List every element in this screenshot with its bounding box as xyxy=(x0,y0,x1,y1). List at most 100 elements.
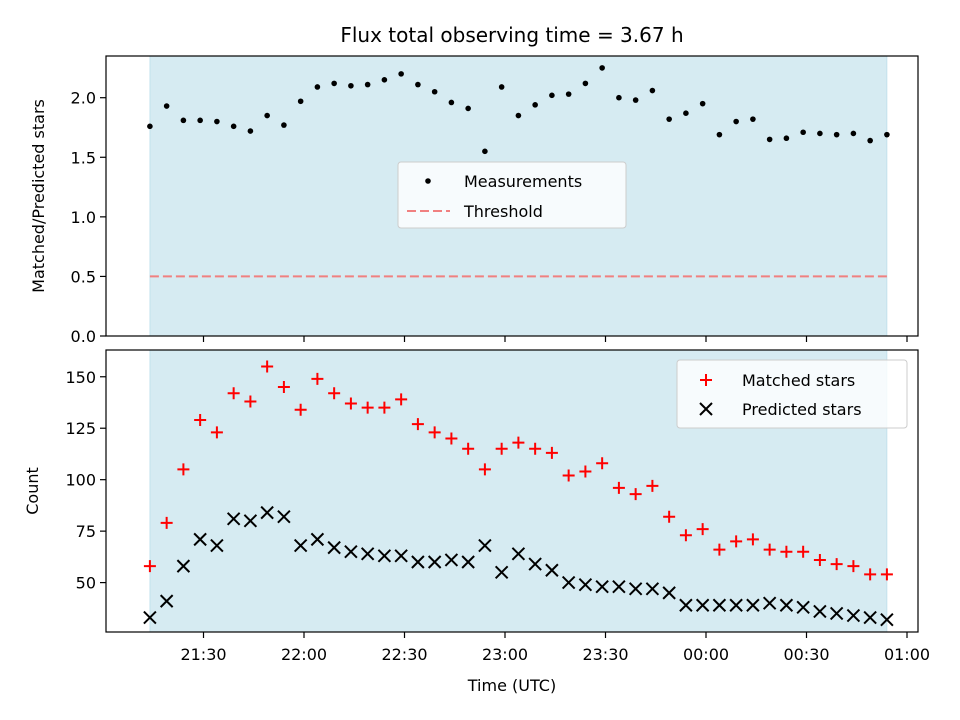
measurement-point xyxy=(431,88,438,95)
measurement-point xyxy=(565,91,572,97)
x-tick-label: 22:00 xyxy=(281,645,327,664)
matched-star-point xyxy=(746,533,759,546)
matched-star-point xyxy=(344,397,357,410)
predicted-star-point xyxy=(712,598,727,612)
matched-star-point xyxy=(663,510,676,523)
matched-star-point xyxy=(830,558,843,571)
count-legend: Matched stars Predicted stars xyxy=(676,359,908,429)
y-tick-label: 100 xyxy=(65,471,96,490)
measurement-point xyxy=(766,136,773,143)
predicted-star-point xyxy=(377,549,392,563)
measurement-point xyxy=(632,97,639,103)
measurement-point xyxy=(364,81,371,88)
measurement-point xyxy=(733,118,739,125)
predicted-star-point xyxy=(545,563,559,577)
predicted-star-point xyxy=(645,582,660,596)
count-y-label: Count xyxy=(23,467,42,515)
matched-star-point xyxy=(261,360,274,373)
measurement-point xyxy=(850,130,857,137)
measurement-point xyxy=(214,118,220,125)
matched-star-point xyxy=(428,426,441,439)
predicted-star-point xyxy=(260,505,274,520)
predicted-star-point xyxy=(561,575,576,590)
ratio-y-ticks: 0.0 0.5 1.0 1.5 2.0 xyxy=(71,89,106,346)
measurement-point xyxy=(147,123,153,130)
ratio-legend: Measurements Threshold xyxy=(397,161,627,229)
predicted-star-point xyxy=(159,594,174,608)
matched-star-point xyxy=(629,488,642,501)
matched-star-point xyxy=(294,403,307,416)
y-tick-label: 1.5 xyxy=(71,148,96,167)
matched-star-point xyxy=(545,446,558,459)
matched-star-point xyxy=(696,523,709,536)
predicted-star-point xyxy=(327,540,341,555)
predicted-star-point xyxy=(461,555,475,569)
matched-star-point xyxy=(529,442,542,455)
predicted-star-point xyxy=(796,600,810,615)
matched-star-point xyxy=(864,568,877,581)
predicted-star-point xyxy=(662,586,676,600)
legend-matched-marker xyxy=(700,374,712,386)
predicted-star-point xyxy=(494,565,509,580)
predicted-star-point xyxy=(528,557,542,571)
predicted-star-point xyxy=(595,580,609,594)
legend-matched-label: Matched stars xyxy=(742,371,855,390)
predicted-star-point xyxy=(762,596,777,610)
y-tick-label: 50 xyxy=(76,574,96,593)
predicted-stars-series xyxy=(143,505,894,627)
measurement-point xyxy=(582,80,589,87)
predicted-star-point xyxy=(394,549,408,563)
matched-star-point xyxy=(194,413,207,426)
matched-star-point xyxy=(512,436,525,449)
measurement-point xyxy=(783,135,790,142)
matched-star-point xyxy=(562,469,575,482)
x-tick-label: 00:00 xyxy=(683,645,729,664)
ratio-plot-frame xyxy=(105,55,919,337)
measurement-point xyxy=(599,65,605,71)
measurement-point xyxy=(532,102,538,108)
ratio-x-ticks xyxy=(202,336,908,342)
y-tick-label: 125 xyxy=(65,419,96,438)
measurement-point xyxy=(716,131,723,138)
y-tick-label: 150 xyxy=(65,368,96,387)
predicted-star-point xyxy=(277,510,291,524)
matched-star-point xyxy=(227,387,240,400)
predicted-star-point xyxy=(210,538,224,553)
matched-star-point xyxy=(495,442,508,455)
measurement-point xyxy=(884,131,890,138)
predicted-star-point xyxy=(746,598,760,612)
matched-star-point xyxy=(177,463,190,476)
x-tick-label: 22:30 xyxy=(381,645,427,664)
matched-star-point xyxy=(730,535,743,548)
predicted-star-point xyxy=(143,610,157,625)
matched-star-point xyxy=(579,465,592,478)
matched-star-point xyxy=(411,418,424,431)
predicted-star-point xyxy=(779,598,794,612)
measurement-point xyxy=(264,112,270,119)
predicted-star-point xyxy=(411,555,425,569)
x-tick-label: 23:30 xyxy=(582,645,628,664)
matched-star-point xyxy=(880,568,893,581)
matched-star-point xyxy=(277,381,290,394)
legend-predicted-label: Predicted stars xyxy=(742,400,862,419)
measurement-point xyxy=(867,137,873,144)
matched-star-point xyxy=(847,560,860,573)
x-tick-label: 01:00 xyxy=(884,645,930,664)
matched-star-point xyxy=(612,481,625,494)
count-y-ticks: 50 75 100 125 150 xyxy=(65,368,106,593)
matched-star-point xyxy=(713,543,726,556)
matched-star-point xyxy=(328,387,341,400)
y-tick-label: 0.5 xyxy=(71,267,96,286)
measurement-point xyxy=(750,116,756,122)
matched-star-point xyxy=(445,432,458,445)
measurement-point xyxy=(197,117,203,124)
predicted-star-point xyxy=(293,538,308,553)
measurement-point xyxy=(331,80,337,87)
predicted-star-point xyxy=(226,512,241,526)
y-tick-label: 1.0 xyxy=(71,208,96,227)
y-tick-label: 75 xyxy=(76,522,96,541)
matched-star-point xyxy=(780,545,793,558)
matched-star-point xyxy=(395,393,408,406)
chart-title: Flux total observing time = 3.67 h xyxy=(340,23,683,47)
